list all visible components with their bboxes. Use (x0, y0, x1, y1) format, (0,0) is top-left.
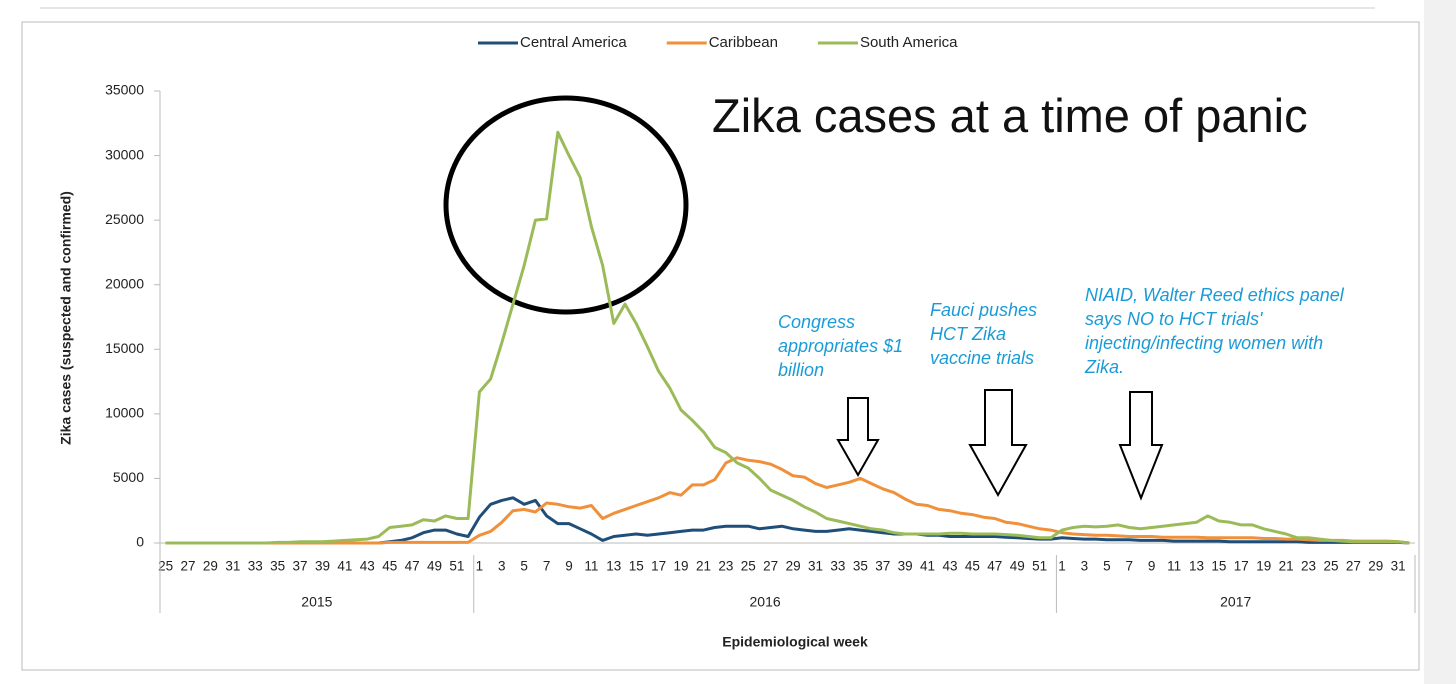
series-line (165, 456, 1410, 545)
x-tick-label: 29 (203, 559, 218, 574)
x-tick-label: 9 (1148, 559, 1156, 574)
x-tick-label: 25 (158, 559, 173, 574)
arrow (1118, 391, 1164, 501)
arrow (836, 397, 880, 478)
x-tick-label: 19 (1256, 559, 1271, 574)
x-tick-label: 45 (382, 559, 397, 574)
x-tick-label: 29 (786, 559, 801, 574)
x-tick-label: 7 (543, 559, 551, 574)
annotation: Congress appropriates $1 billion (778, 312, 904, 380)
y-tick-label: 10000 (105, 405, 144, 421)
x-tick-label: 17 (1234, 559, 1249, 574)
x-tick-label: 11 (584, 559, 598, 574)
group-label: 2015 (301, 594, 332, 610)
x-tick-label: 33 (830, 559, 845, 574)
legend-label: Caribbean (709, 34, 778, 51)
x-tick-label: 1 (1058, 559, 1066, 574)
x-tick-label: 31 (1391, 559, 1406, 574)
y-axis-title: Zika cases (suspected and confirmed) (58, 191, 74, 445)
y-tick-label: 0 (136, 534, 144, 550)
legend-label: South America (860, 34, 958, 51)
x-tick-label: 31 (225, 559, 240, 574)
scrollbar (1424, 0, 1456, 684)
y-tick-label: 35000 (105, 82, 144, 98)
annotation: NIAID, Walter Reed ethics panel says NO … (1085, 285, 1344, 377)
x-tick-label: 19 (674, 559, 689, 574)
y-tick-label: 5000 (113, 469, 144, 485)
x-tick-label: 11 (1167, 559, 1181, 574)
x-tick-label: 27 (1346, 559, 1361, 574)
x-tick-label: 47 (987, 559, 1002, 574)
x-axis-title: Epidemiological week (722, 634, 868, 650)
x-tick-label: 21 (696, 559, 711, 574)
headline: Zika cases at a time of panic (712, 89, 1308, 142)
x-tick-label: 37 (875, 559, 890, 574)
x-tick-label: 5 (1103, 559, 1111, 574)
x-tick-label: 23 (1301, 559, 1316, 574)
legend-label: Central America (520, 34, 627, 51)
series-line (165, 130, 1410, 545)
x-tick-label: 41 (920, 559, 935, 574)
x-tick-label: 47 (405, 559, 420, 574)
x-tick-label: 27 (180, 559, 195, 574)
x-tick-label: 29 (1368, 559, 1383, 574)
y-tick-label: 25000 (105, 211, 144, 227)
x-tick-label: 37 (293, 559, 308, 574)
highlight-circle (443, 95, 689, 315)
x-tick-label: 35 (270, 559, 285, 574)
y-tick-label: 20000 (105, 275, 144, 291)
x-tick-label: 17 (651, 559, 666, 574)
y-tick-label: 15000 (105, 340, 144, 356)
x-tick-label: 23 (718, 559, 733, 574)
x-tick-label: 15 (1211, 559, 1226, 574)
x-tick-label: 5 (520, 559, 528, 574)
y-tick-label: 30000 (105, 146, 144, 162)
x-tick-label: 39 (315, 559, 330, 574)
x-tick-label: 45 (965, 559, 980, 574)
x-tick-label: 25 (741, 559, 756, 574)
x-tick-label: 49 (427, 559, 442, 574)
group-label: 2016 (750, 594, 781, 610)
x-tick-label: 51 (1032, 559, 1047, 574)
x-tick-label: 25 (1323, 559, 1338, 574)
x-tick-label: 39 (898, 559, 913, 574)
annotation: Fauci pushes HCT Zika vaccine trials (930, 300, 1038, 368)
x-tick-label: 3 (1081, 559, 1089, 574)
x-tick-label: 7 (1126, 559, 1134, 574)
x-tick-label: 33 (248, 559, 263, 574)
group-label: 2017 (1220, 594, 1251, 610)
x-tick-label: 43 (360, 559, 375, 574)
x-tick-label: 9 (565, 559, 573, 574)
chart-frame (21, 21, 1420, 671)
x-tick-label: 49 (1010, 559, 1025, 574)
x-tick-label: 35 (853, 559, 868, 574)
x-tick-label: 51 (449, 559, 464, 574)
x-tick-label: 15 (629, 559, 644, 574)
x-tick-label: 41 (337, 559, 352, 574)
x-tick-label: 3 (498, 559, 506, 574)
arrow (968, 389, 1028, 498)
x-tick-label: 43 (942, 559, 957, 574)
x-tick-label: 27 (763, 559, 778, 574)
x-tick-label: 31 (808, 559, 823, 574)
x-tick-label: 13 (1189, 559, 1204, 574)
x-tick-label: 13 (606, 559, 621, 574)
x-tick-label: 1 (476, 559, 484, 574)
x-tick-label: 21 (1279, 559, 1294, 574)
